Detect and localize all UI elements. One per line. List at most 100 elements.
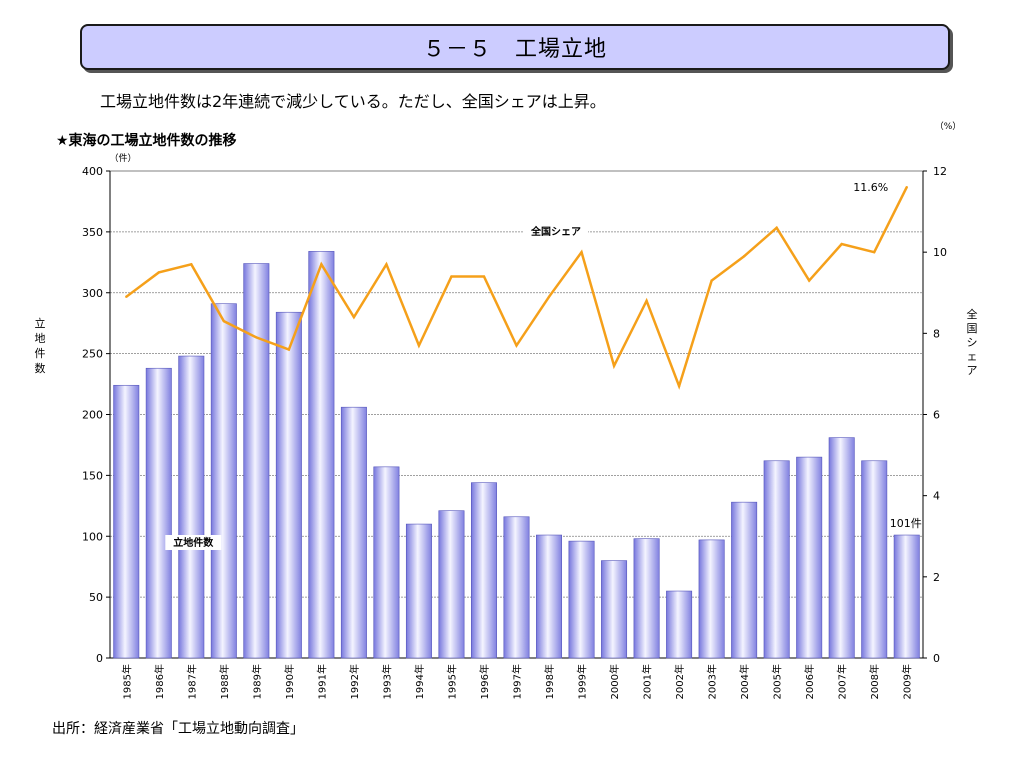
x-tick-label: 2002年 bbox=[673, 664, 686, 699]
x-tick-label: 1986年 bbox=[153, 664, 166, 699]
y2-tick-label: 12 bbox=[933, 165, 947, 178]
bar bbox=[666, 590, 693, 659]
share-point bbox=[287, 348, 291, 351]
share-point bbox=[385, 263, 388, 266]
share-point bbox=[840, 242, 843, 246]
x-tick-label: 1985年 bbox=[120, 664, 133, 699]
share-point bbox=[515, 344, 518, 347]
x-tick-label: 1989年 bbox=[250, 664, 263, 699]
bar bbox=[308, 251, 335, 659]
x-tick-label: 1997年 bbox=[511, 664, 524, 699]
bar bbox=[568, 540, 595, 659]
share-point bbox=[547, 295, 551, 299]
bar bbox=[828, 437, 855, 659]
bar bbox=[633, 538, 660, 659]
bar bbox=[243, 263, 270, 659]
bar bbox=[861, 460, 888, 659]
y2-tick-label: 0 bbox=[933, 652, 940, 665]
source-note: 出所：経済産業省「工場立地動向調査」 bbox=[52, 721, 304, 737]
x-tick-label: 2005年 bbox=[771, 664, 784, 699]
bar bbox=[275, 311, 302, 659]
share-point bbox=[807, 279, 811, 282]
y-tick-label: 250 bbox=[82, 348, 103, 361]
bar bbox=[796, 456, 823, 659]
share-point bbox=[157, 271, 160, 274]
y-unit-label: （件） bbox=[109, 152, 136, 164]
x-tick-label: 1987年 bbox=[185, 664, 198, 699]
bar bbox=[731, 501, 758, 659]
page-title: ５－５ 工場立地 bbox=[422, 37, 607, 62]
share-line bbox=[125, 186, 908, 390]
x-tick-label: 1988年 bbox=[218, 664, 231, 699]
y-axis-title: 立地件数 bbox=[35, 316, 46, 375]
y-tick-label: 400 bbox=[82, 165, 103, 178]
x-tick-label: 2004年 bbox=[738, 664, 751, 699]
y-tick-label: 100 bbox=[82, 530, 103, 543]
share-point bbox=[677, 384, 681, 388]
y-tick-label: 350 bbox=[82, 226, 103, 239]
bar bbox=[340, 406, 367, 659]
x-tick-label: 2001年 bbox=[641, 664, 654, 699]
y2-tick-label: 4 bbox=[933, 490, 940, 503]
x-tick-label: 2007年 bbox=[836, 664, 849, 699]
x-tick-label: 1993年 bbox=[380, 664, 393, 699]
bar bbox=[373, 466, 400, 659]
line-series-label-bg bbox=[524, 224, 588, 239]
share-point bbox=[645, 299, 648, 303]
bar bbox=[503, 516, 530, 659]
share-point bbox=[125, 295, 128, 299]
share-point bbox=[775, 226, 778, 230]
x-tick-label: 1990年 bbox=[283, 664, 296, 699]
x-tick-label: 2000年 bbox=[608, 664, 621, 699]
x-tick-label: 1995年 bbox=[445, 664, 458, 699]
bar bbox=[405, 523, 432, 659]
bar bbox=[470, 482, 497, 659]
bar bbox=[113, 384, 140, 659]
bar-series-label-bg bbox=[165, 535, 222, 550]
share-point bbox=[320, 263, 323, 266]
share-point bbox=[580, 250, 583, 254]
share-point bbox=[873, 250, 876, 254]
x-tick-label: 1998年 bbox=[543, 664, 556, 699]
share-point bbox=[352, 315, 356, 319]
y-tick-label: 300 bbox=[82, 287, 103, 300]
bar bbox=[210, 303, 237, 659]
share-point bbox=[742, 255, 746, 258]
y-tick-label: 200 bbox=[82, 409, 103, 422]
x-tick-label: 1996年 bbox=[478, 664, 491, 699]
share-point bbox=[222, 319, 226, 323]
x-tick-label: 2003年 bbox=[706, 664, 719, 699]
y2-axis-title: 全国シェア bbox=[967, 307, 978, 377]
share-point bbox=[190, 263, 193, 266]
chart-heading: ★東海の工場立地件数の推移 bbox=[56, 133, 237, 149]
bar-series-label: 立地件数 bbox=[173, 536, 214, 549]
y-tick-label: 150 bbox=[82, 469, 103, 482]
bar bbox=[698, 539, 725, 659]
bar bbox=[893, 534, 920, 659]
y-tick-label: 0 bbox=[96, 652, 103, 665]
bar bbox=[763, 460, 790, 659]
share-point bbox=[417, 344, 421, 347]
x-tick-label: 2009年 bbox=[901, 664, 914, 699]
x-tick-label: 2006年 bbox=[803, 664, 816, 699]
line-series-label: 全国シェア bbox=[530, 225, 581, 238]
y2-unit-label: （%） bbox=[935, 121, 962, 132]
share-point bbox=[255, 336, 258, 339]
page-title-box: ５－５ 工場立地 bbox=[80, 24, 950, 70]
bar bbox=[438, 510, 465, 659]
share-point bbox=[905, 186, 908, 189]
y2-tick-label: 8 bbox=[933, 327, 940, 340]
y-tick-label: 50 bbox=[89, 591, 103, 604]
page-subtitle: 工場立地件数は2年連続で減少している。ただし、全国シェアは上昇。 bbox=[100, 92, 606, 111]
share-point bbox=[612, 364, 616, 367]
x-tick-label: 2008年 bbox=[868, 664, 881, 699]
share-point bbox=[450, 275, 453, 278]
last-bar-data-label: 101件 bbox=[890, 517, 922, 530]
x-tick-label: 1991年 bbox=[315, 664, 328, 699]
y2-tick-label: 10 bbox=[933, 246, 947, 259]
y2-tick-label: 6 bbox=[933, 409, 940, 422]
x-tick-label: 1994年 bbox=[413, 664, 426, 699]
last-line-data-label: 11.6% bbox=[853, 181, 888, 194]
y2-tick-label: 2 bbox=[933, 571, 940, 584]
